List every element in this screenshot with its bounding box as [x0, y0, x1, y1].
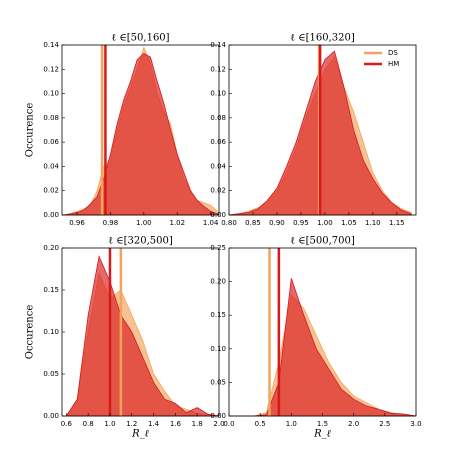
- panel: 0.0 0.5 1.0 1.5 2.0 2.5 3.0 0.00 0.05 0.10 0.15 0.2…: [210, 236, 421, 440]
- x-tick-label: 3.0: [410, 420, 421, 428]
- y-tick-label: 0.10: [43, 328, 59, 336]
- y-tick-label: 0.20: [210, 278, 226, 286]
- x-tick-label: 0.85: [245, 219, 261, 227]
- panel-title: ℓ ∈[320,500]: [108, 236, 173, 247]
- x-tick-label: 1.04: [203, 219, 219, 227]
- x-tick-label: 1.6: [170, 420, 182, 428]
- x-tick-label: 0.0: [223, 420, 234, 428]
- y-tick-label: 0.00: [43, 412, 59, 420]
- x-tick-label: 1.5: [317, 420, 328, 428]
- x-tick-label: 1.2: [126, 420, 137, 428]
- x-tick-label: 0.6: [61, 420, 73, 428]
- y-tick-label: 0.02: [210, 187, 226, 195]
- x-tick-label: 1.15: [389, 219, 405, 227]
- x-tick-label: 1.00: [136, 219, 152, 227]
- x-tick-label: 1.0: [286, 420, 297, 428]
- x-tick-label: 0.80: [221, 219, 237, 227]
- y-tick-label: 0.05: [210, 378, 226, 386]
- y-tick-label: 0.05: [43, 370, 59, 378]
- panel: 0.6 0.8 1.0 1.2 1.4 1.6 1.8 2.00.000.050.100.15…: [25, 236, 225, 440]
- y-tick-label: 0.06: [43, 138, 59, 146]
- y-tick-label: 0.00: [210, 211, 226, 219]
- y-tick-label: 0.25: [210, 244, 226, 252]
- x-tick-label: 2.5: [379, 420, 390, 428]
- y-tick-label: 0.15: [210, 311, 226, 319]
- legend-label: DS: [388, 49, 398, 57]
- x-axis-label: R_ℓ: [313, 429, 331, 440]
- y-tick-label: 0.14: [210, 41, 226, 49]
- y-tick-label: 0.04: [43, 162, 59, 170]
- x-tick-label: 0.8: [83, 420, 94, 428]
- x-tick-label: 1.05: [341, 219, 357, 227]
- y-tick-label: 0.14: [43, 41, 59, 49]
- x-tick-label: 1.0: [104, 420, 115, 428]
- x-axis-label: R_ℓ: [131, 429, 149, 440]
- legend-label: HM: [388, 60, 399, 68]
- y-tick-label: 0.04: [210, 162, 226, 170]
- axes-frame: [228, 44, 417, 216]
- y-tick-label: 0.08: [210, 114, 226, 122]
- y-axis-label: Occurence: [25, 103, 36, 158]
- panel-title: ℓ ∈[50,160]: [111, 33, 169, 44]
- y-tick-label: 0.20: [43, 244, 59, 252]
- histogram-area: [229, 278, 417, 417]
- x-tick-label: 1.02: [169, 219, 185, 227]
- y-tick-label: 0.08: [43, 114, 59, 122]
- x-tick-label: 0.5: [255, 420, 266, 428]
- y-tick-label: 0.02: [43, 187, 59, 195]
- x-tick-label: 0.95: [293, 219, 309, 227]
- y-tick-label: 0.00: [43, 211, 59, 219]
- y-tick-label: 0.00: [210, 412, 226, 420]
- x-tick-label: 0.96: [69, 219, 85, 227]
- y-tick-label: 0.12: [43, 65, 59, 73]
- x-tick-label: 1.00: [317, 219, 333, 227]
- x-tick-label: 1.4: [148, 420, 160, 428]
- axes-frame: [61, 44, 220, 216]
- y-tick-label: 0.06: [210, 138, 226, 146]
- x-tick-label: 2.0: [213, 420, 224, 428]
- y-tick-label: 0.10: [210, 345, 226, 353]
- x-tick-label: 2.0: [348, 420, 359, 428]
- x-tick-label: 0.90: [269, 219, 285, 227]
- panel: 0.80 0.85 0.90 0.95 1.00 1.05 1.10 1.15 0.00 0.02…: [210, 33, 417, 227]
- panel-title: ℓ ∈[160,320]: [290, 33, 355, 44]
- y-tick-label: 0.12: [210, 65, 226, 73]
- y-axis-label: Occurence: [25, 305, 36, 360]
- histogram-area: [63, 53, 218, 216]
- histogram-area: [65, 255, 220, 417]
- panel: 0.96 0.98 1.00 1.02 1.04 0.00 0.02 0.04 0.06 0.08…: [25, 33, 220, 227]
- x-tick-label: 1.8: [192, 420, 203, 428]
- y-tick-label: 0.10: [210, 90, 226, 98]
- panel-title: ℓ ∈[500,700]: [290, 236, 355, 247]
- x-tick-label: 0.98: [103, 219, 119, 227]
- x-tick-label: 1.10: [365, 219, 381, 227]
- y-tick-label: 0.10: [43, 90, 59, 98]
- y-tick-label: 0.15: [43, 286, 59, 294]
